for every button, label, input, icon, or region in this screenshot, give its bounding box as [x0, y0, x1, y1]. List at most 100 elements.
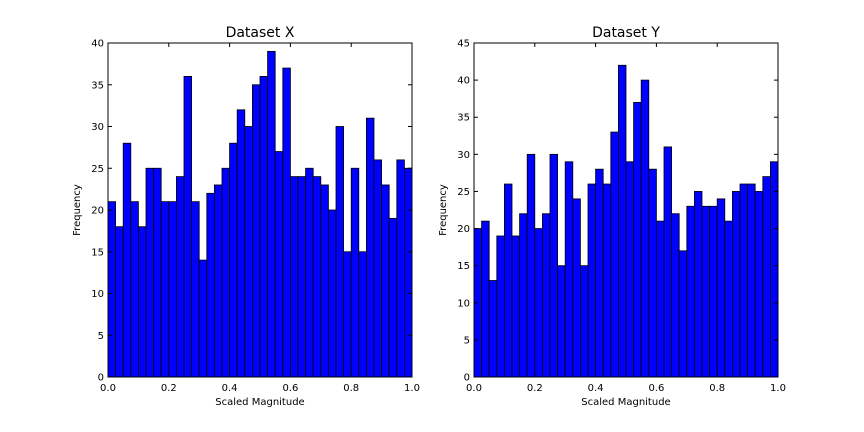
- bar: [381, 184, 390, 378]
- x-ticks: 0.0 0.2 0.4 0.6 0.8 1.0: [100, 43, 420, 394]
- bar: [198, 259, 208, 378]
- bar: [724, 220, 733, 378]
- bar: [297, 176, 306, 378]
- bar: [388, 217, 398, 378]
- bar: [694, 191, 703, 378]
- x-tick-label: 1.0: [770, 383, 786, 394]
- bar: [373, 159, 382, 378]
- bar: [564, 161, 574, 378]
- bar: [587, 183, 596, 378]
- bar: [183, 76, 192, 378]
- bar: [137, 226, 147, 378]
- bar: [526, 153, 536, 378]
- bar: [481, 220, 490, 378]
- y-tick-label: 30: [457, 150, 470, 161]
- x-tick-label: 0.8: [709, 383, 725, 394]
- bar: [335, 126, 344, 378]
- bar: [542, 213, 551, 378]
- x-tick-label: 1.0: [404, 383, 420, 394]
- y-tick-label: 45: [457, 39, 470, 50]
- bar: [549, 153, 558, 378]
- bar: [236, 109, 246, 378]
- y-ticks: 0 5 10 15 20 25 30 35 40 45: [457, 39, 778, 384]
- plot-frame: [473, 42, 779, 378]
- bar: [259, 76, 268, 378]
- y-tick-label: 35: [91, 80, 104, 91]
- bar: [739, 183, 748, 378]
- bar: [396, 159, 405, 378]
- x-axis-label: Scaled Magnitude: [581, 397, 670, 408]
- bar: [213, 184, 223, 378]
- y-tick-label: 10: [457, 298, 470, 309]
- y-tick-label: 35: [457, 113, 470, 124]
- bar: [229, 142, 238, 378]
- y-tick-label: 20: [457, 224, 470, 235]
- bar: [618, 64, 627, 378]
- bar: [206, 192, 215, 378]
- y-axis-label: Frequency: [438, 184, 449, 236]
- bar: [701, 205, 710, 378]
- bar: [274, 151, 284, 378]
- bar: [496, 235, 505, 378]
- histogram-dataset-x: Dataset X 0.0 0.2 0.4 0.6 0.8 1.0 0 5 10 15 20 25 3…: [72, 25, 420, 408]
- y-tick-label: 25: [457, 187, 470, 198]
- bar: [503, 183, 513, 378]
- histogram-dataset-y: Dataset Y 0.0 0.2 0.4 0.6 0.8 1.0 0 5 10 15 20 25 3…: [438, 25, 786, 408]
- y-tick-label: 5: [98, 331, 104, 342]
- bar: [130, 201, 139, 378]
- bar: [403, 167, 413, 378]
- x-axis-label: Scaled Magnitude: [215, 397, 304, 408]
- bar: [602, 183, 612, 378]
- bar: [595, 168, 604, 378]
- y-tick-label: 15: [91, 247, 104, 258]
- y-tick-label: 25: [91, 164, 104, 175]
- bar: [488, 280, 498, 378]
- bar: [221, 167, 230, 378]
- x-tick-label: 0.0: [466, 383, 482, 394]
- bar: [519, 213, 528, 378]
- x-tick-label: 0.6: [648, 383, 664, 394]
- bar: [122, 142, 132, 378]
- bar: [610, 131, 619, 378]
- bar: [312, 176, 322, 378]
- bar: [625, 161, 634, 378]
- bar: [350, 167, 360, 378]
- bars-group: [107, 50, 413, 378]
- bar: [282, 67, 291, 378]
- bar: [656, 220, 665, 378]
- bar: [115, 226, 124, 378]
- y-tick-label: 15: [457, 261, 470, 272]
- bar: [580, 265, 589, 378]
- bar: [145, 167, 154, 378]
- bar: [511, 235, 520, 378]
- y-tick-label: 40: [457, 76, 470, 87]
- bar: [633, 101, 642, 378]
- bar: [534, 228, 543, 378]
- bar: [678, 250, 688, 378]
- x-tick-label: 0.8: [343, 383, 359, 394]
- bar: [160, 201, 170, 378]
- bar: [747, 183, 756, 378]
- x-tick-label: 0.2: [527, 383, 543, 394]
- bar: [557, 265, 566, 378]
- chart-title: Dataset Y: [592, 25, 660, 41]
- bar: [153, 167, 162, 378]
- bar: [754, 191, 764, 378]
- bar: [289, 176, 299, 378]
- bar: [320, 184, 329, 378]
- bar: [572, 198, 581, 378]
- bar: [343, 251, 352, 378]
- bar: [251, 84, 261, 378]
- bar: [663, 146, 672, 378]
- bar: [244, 126, 253, 378]
- x-tick-label: 0.4: [222, 383, 238, 394]
- x-tick-label: 0.0: [100, 383, 116, 394]
- y-tick-label: 10: [91, 289, 104, 300]
- bar: [191, 201, 200, 378]
- y-tick-label: 40: [91, 39, 104, 50]
- x-tick-label: 0.2: [161, 383, 177, 394]
- chart-title: Dataset X: [226, 25, 295, 41]
- bar: [671, 213, 680, 378]
- bar: [770, 161, 779, 378]
- bar: [168, 201, 177, 378]
